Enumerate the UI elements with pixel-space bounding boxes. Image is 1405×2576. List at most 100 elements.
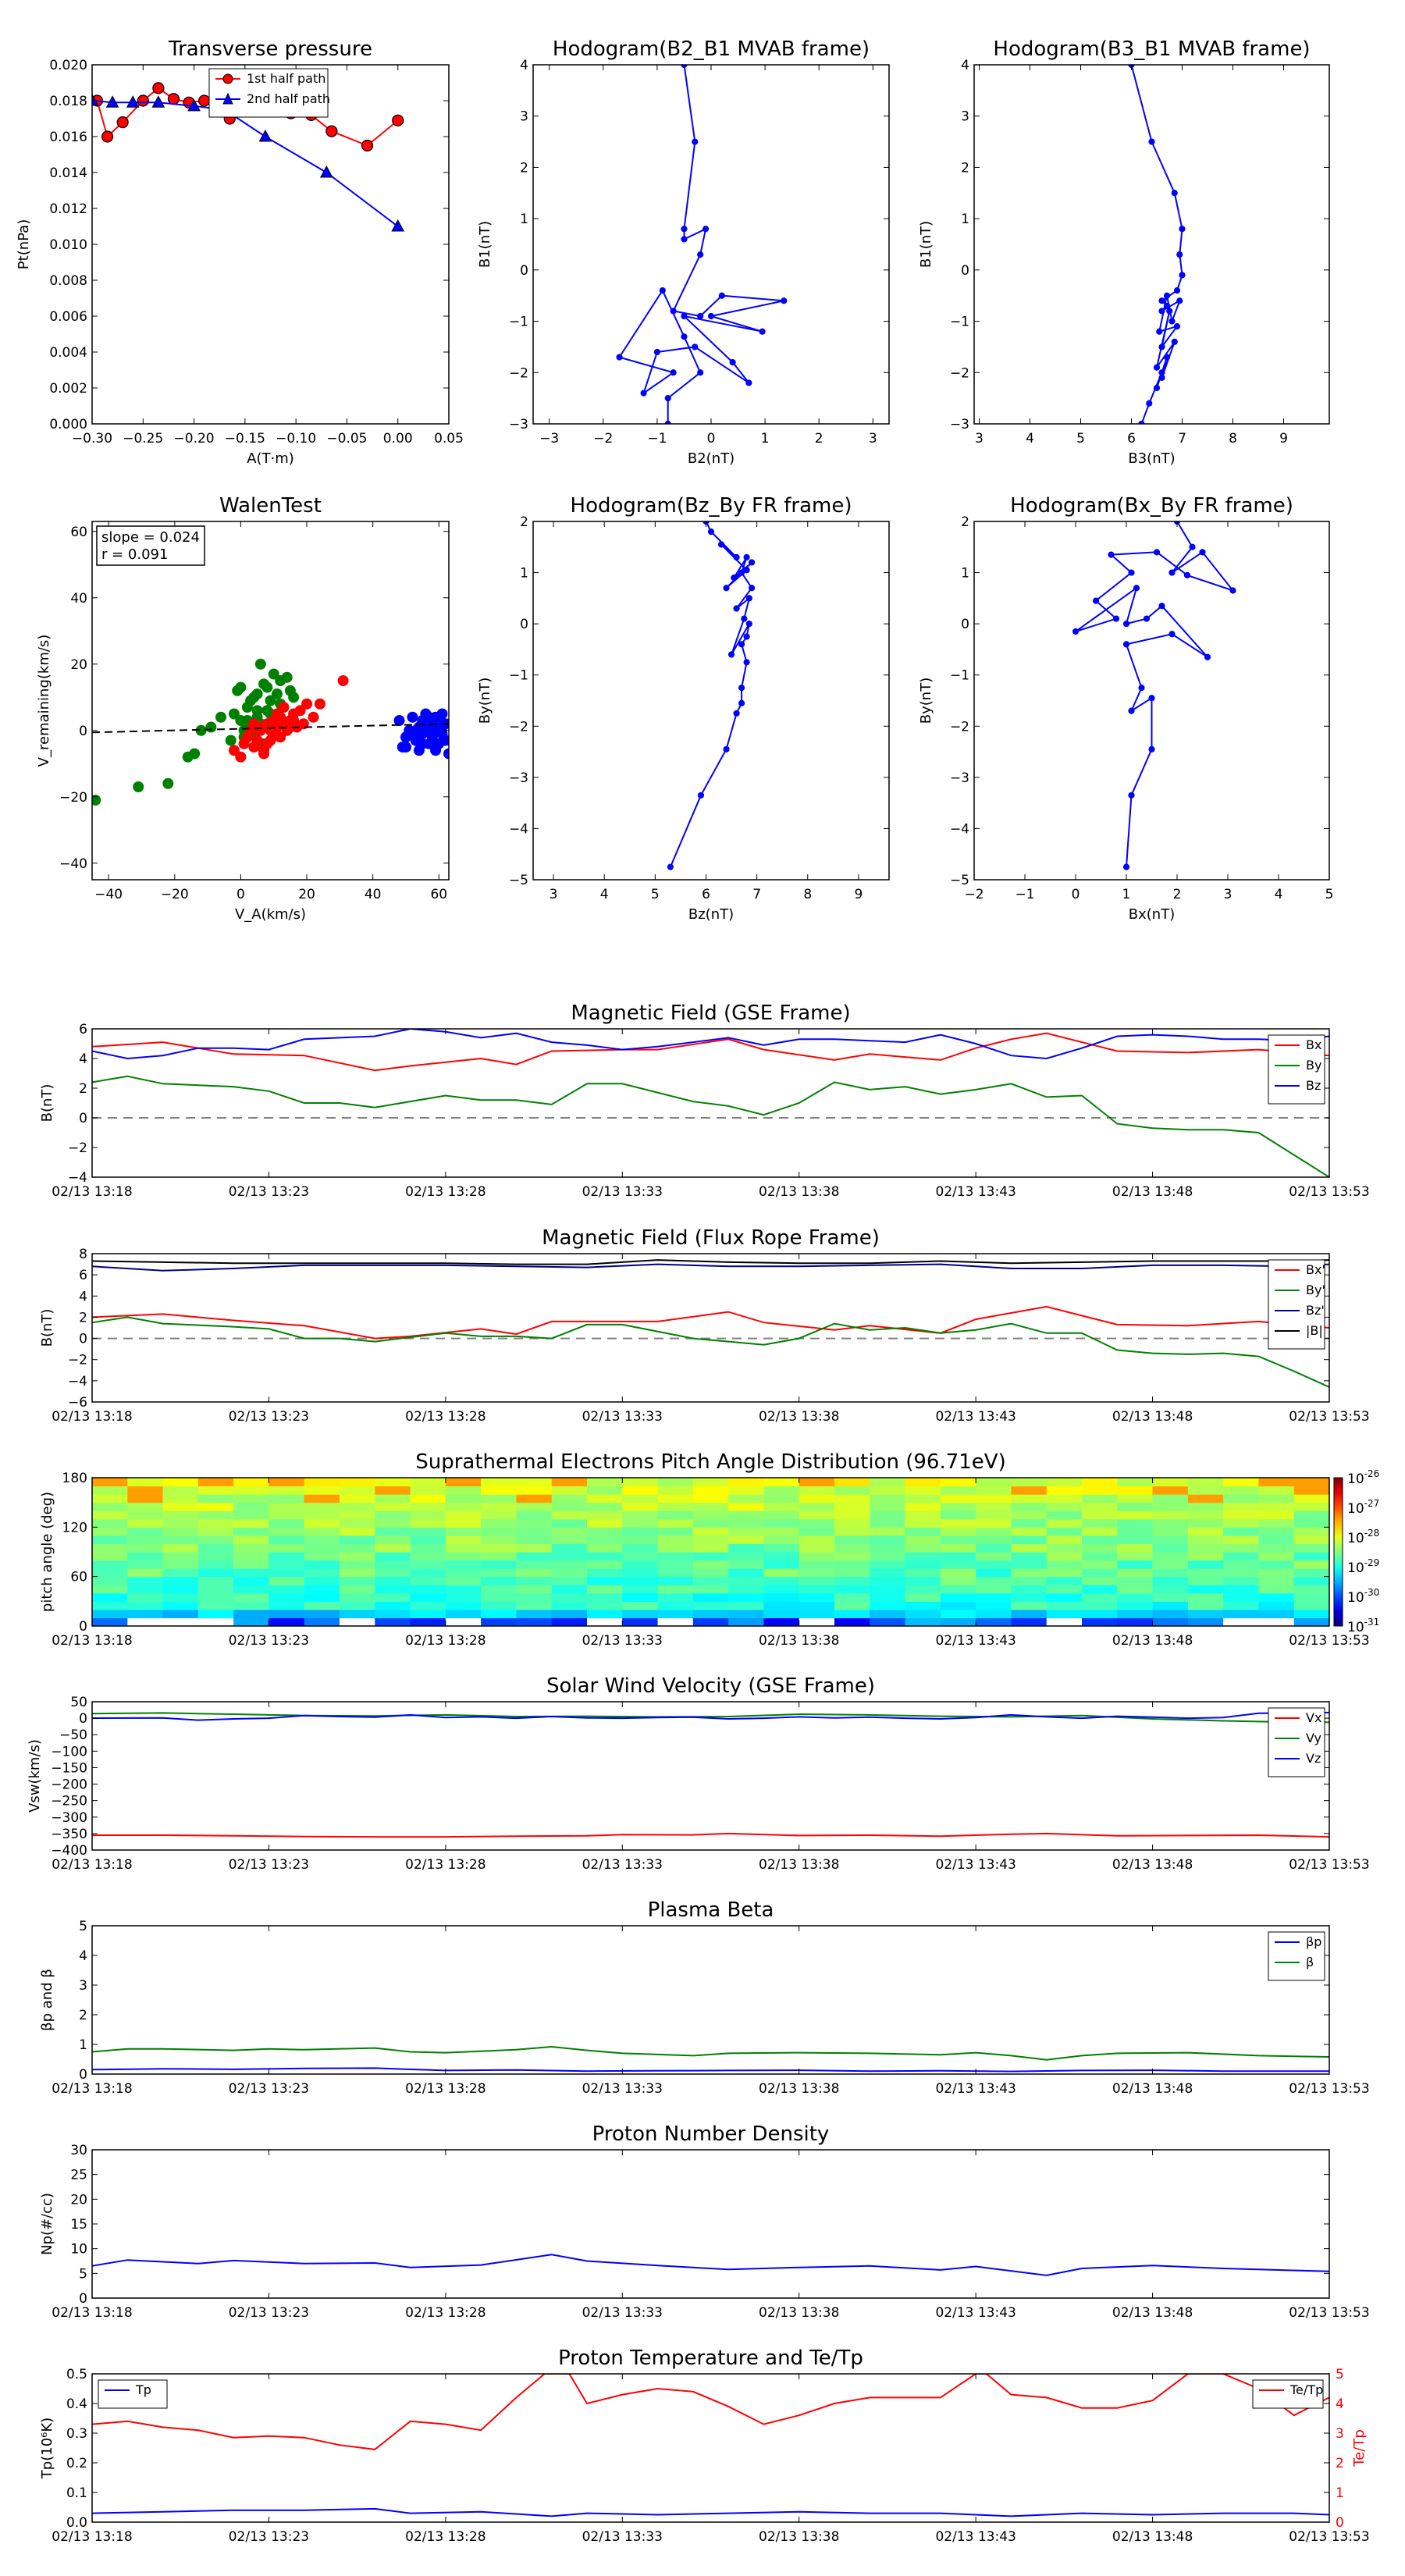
proton-temperature-title: Proton Temperature and Te/Tp bbox=[558, 2347, 863, 2370]
hodogram-b2-b1-ytick-label: 1 bbox=[520, 212, 528, 227]
pitch-angle-cell bbox=[799, 1585, 835, 1594]
pitch-angle-cell bbox=[587, 1510, 623, 1520]
transverse-pressure-ytick-label: 0.016 bbox=[49, 130, 87, 145]
walen-test-annotation: slope = 0.024 bbox=[101, 529, 200, 546]
pitch-angle-cell bbox=[1258, 1478, 1295, 1487]
pitch-angle-cell bbox=[1187, 1535, 1224, 1545]
magnetic-field-fr-legend-label: Bz' bbox=[1306, 1303, 1325, 1318]
pitch-angle-cell bbox=[127, 1609, 164, 1619]
magnetic-field-gse-legend-label: Bx bbox=[1306, 1037, 1321, 1052]
pitch-angle-cell bbox=[92, 1478, 128, 1487]
pitch-angle-cell bbox=[197, 1502, 234, 1511]
walen-test-xtick-label: −20 bbox=[161, 887, 189, 902]
pitch-angle-cell bbox=[763, 1518, 800, 1528]
pitch-angle-cell bbox=[1187, 1609, 1224, 1619]
hodogram-bx-by-ylabel: By(nT) bbox=[918, 678, 934, 724]
pitch-angle-cell bbox=[657, 1576, 694, 1585]
hodogram-bz-by-title: Hodogram(Bz_By FR frame) bbox=[571, 494, 852, 518]
hodogram-bz-by-series-0-point bbox=[749, 585, 756, 592]
hodogram-b2-b1-series-0-point bbox=[640, 390, 647, 397]
pitch-angle-cell bbox=[834, 1494, 870, 1503]
proton-temperature-ytick-label: 0.3 bbox=[66, 2426, 87, 2442]
proton-temperature-y2label: Te/Tp bbox=[1351, 2429, 1368, 2467]
pitch-angle-cell bbox=[692, 1535, 729, 1545]
pitch-angle-cell bbox=[834, 1609, 870, 1619]
solar-wind-velocity-series-vx-line bbox=[92, 1832, 1329, 1838]
walen-test-series-2-point bbox=[417, 738, 429, 749]
walen-test-series-2-point bbox=[407, 728, 418, 739]
pitch-angle-cell bbox=[197, 1510, 234, 1520]
transverse-pressure-xtick-label: −0.15 bbox=[225, 431, 265, 447]
pitch-angle-cell bbox=[410, 1609, 446, 1619]
pitch-angle-cell bbox=[375, 1510, 411, 1520]
pitch-angle-cell bbox=[269, 1502, 305, 1511]
magnetic-field-gse-legend bbox=[1268, 1034, 1325, 1105]
proton-temperature-ytick-label: 0.5 bbox=[66, 2367, 87, 2382]
pitch-angle-cell bbox=[1011, 1617, 1048, 1626]
pitch-angle-cell bbox=[905, 1485, 941, 1495]
pitch-angle-cell bbox=[516, 1510, 553, 1520]
pitch-angle-cell bbox=[834, 1560, 870, 1569]
hodogram-b3-b1-xtick-label: 6 bbox=[1127, 431, 1136, 447]
pitch-angle-cell bbox=[1117, 1617, 1154, 1626]
walen-test-series-0-point bbox=[268, 668, 279, 680]
magnetic-field-fr-series-by-line bbox=[92, 1316, 1329, 1388]
pitch-angle-ytick-label: 0 bbox=[79, 1619, 87, 1635]
pitch-angle-cell bbox=[905, 1494, 941, 1503]
pitch-angle-cell bbox=[587, 1478, 623, 1487]
pitch-angle-cell bbox=[162, 1510, 199, 1520]
pitch-angle-cell bbox=[1046, 1576, 1083, 1585]
pitch-angle-cell bbox=[940, 1592, 976, 1602]
pitch-angle-cell bbox=[763, 1527, 800, 1536]
pitch-angle-cell bbox=[1187, 1527, 1224, 1536]
walen-test-series-1-point bbox=[337, 675, 349, 686]
pitch-angle-cell bbox=[1046, 1535, 1083, 1545]
magnetic-field-gse-panel: Magnetic Field (GSE Frame) 02/13 13:18 02/… bbox=[39, 1002, 1370, 1200]
plasma-beta-xtick-label: 02/13 13:48 bbox=[1112, 2081, 1193, 2097]
pitch-angle-cell bbox=[1011, 1552, 1048, 1561]
pitch-angle-cell bbox=[1152, 1617, 1189, 1626]
transverse-pressure-xtick-label: −0.05 bbox=[326, 431, 367, 447]
pitch-angle-cell bbox=[304, 1535, 340, 1545]
plasma-beta-ytick-label: 0 bbox=[79, 2067, 87, 2083]
pitch-angle-cell bbox=[92, 1568, 128, 1578]
hodogram-b2-b1-series-0-point bbox=[670, 308, 677, 315]
pitch-angle-cell bbox=[445, 1535, 482, 1545]
hodogram-bx-by-series-0-point bbox=[1229, 587, 1236, 594]
plasma-beta-series--line bbox=[92, 2045, 1329, 2061]
pitch-angle-cell bbox=[481, 1592, 518, 1602]
pitch-angle-cell bbox=[587, 1552, 623, 1561]
solar-wind-velocity-ytick-label: 50 bbox=[70, 1695, 87, 1710]
pitch-angle-cell bbox=[940, 1535, 976, 1545]
pitch-angle-cell bbox=[905, 1617, 941, 1626]
pitch-angle-cell bbox=[976, 1543, 1012, 1553]
solar-wind-velocity-xtick-label: 02/13 13:53 bbox=[1289, 1857, 1369, 1873]
hodogram-b2-b1-ytick-label: 2 bbox=[520, 160, 528, 176]
hodogram-bx-by-series-0-point bbox=[1138, 685, 1145, 692]
pitch-angle-cell bbox=[410, 1543, 446, 1553]
pitch-angle-cell bbox=[481, 1502, 518, 1511]
pitch-angle-cell bbox=[481, 1510, 518, 1520]
hodogram-b2-b1-xlabel: B2(nT) bbox=[688, 450, 735, 467]
pitch-angle-cell bbox=[551, 1510, 588, 1520]
pitch-angle-cell bbox=[870, 1568, 906, 1578]
hodogram-bz-by-ytick-label: −1 bbox=[509, 668, 528, 684]
pitch-angle-cell bbox=[799, 1535, 835, 1545]
pitch-angle-cell bbox=[269, 1518, 305, 1528]
transverse-pressure-panel: Transverse pressure−0.30 −0.25 −0.20 −0.15−… bbox=[16, 37, 464, 467]
pitch-angle-cell bbox=[940, 1601, 976, 1610]
proton-temperature-xtick-label: 02/13 13:43 bbox=[935, 2529, 1016, 2545]
pitch-angle-cell bbox=[1011, 1502, 1048, 1511]
pitch-angle-cell bbox=[304, 1585, 340, 1594]
magnetic-field-fr-xtick-label: 02/13 13:53 bbox=[1289, 1409, 1369, 1425]
pitch-angle-cell bbox=[410, 1585, 446, 1594]
hodogram-bx-by-series-0-point bbox=[1199, 549, 1206, 556]
pitch-angle-cell bbox=[445, 1592, 482, 1602]
transverse-pressure-series-1st-half-path-point bbox=[198, 94, 211, 107]
pitch-angle-cell bbox=[622, 1502, 659, 1511]
walen-test-series-2-point bbox=[393, 715, 405, 726]
pitch-angle-cell bbox=[481, 1609, 518, 1619]
hodogram-bx-by-series-0-point bbox=[1204, 653, 1211, 660]
pitch-angle-cell bbox=[622, 1478, 659, 1487]
pitch-angle-cell bbox=[799, 1552, 835, 1561]
